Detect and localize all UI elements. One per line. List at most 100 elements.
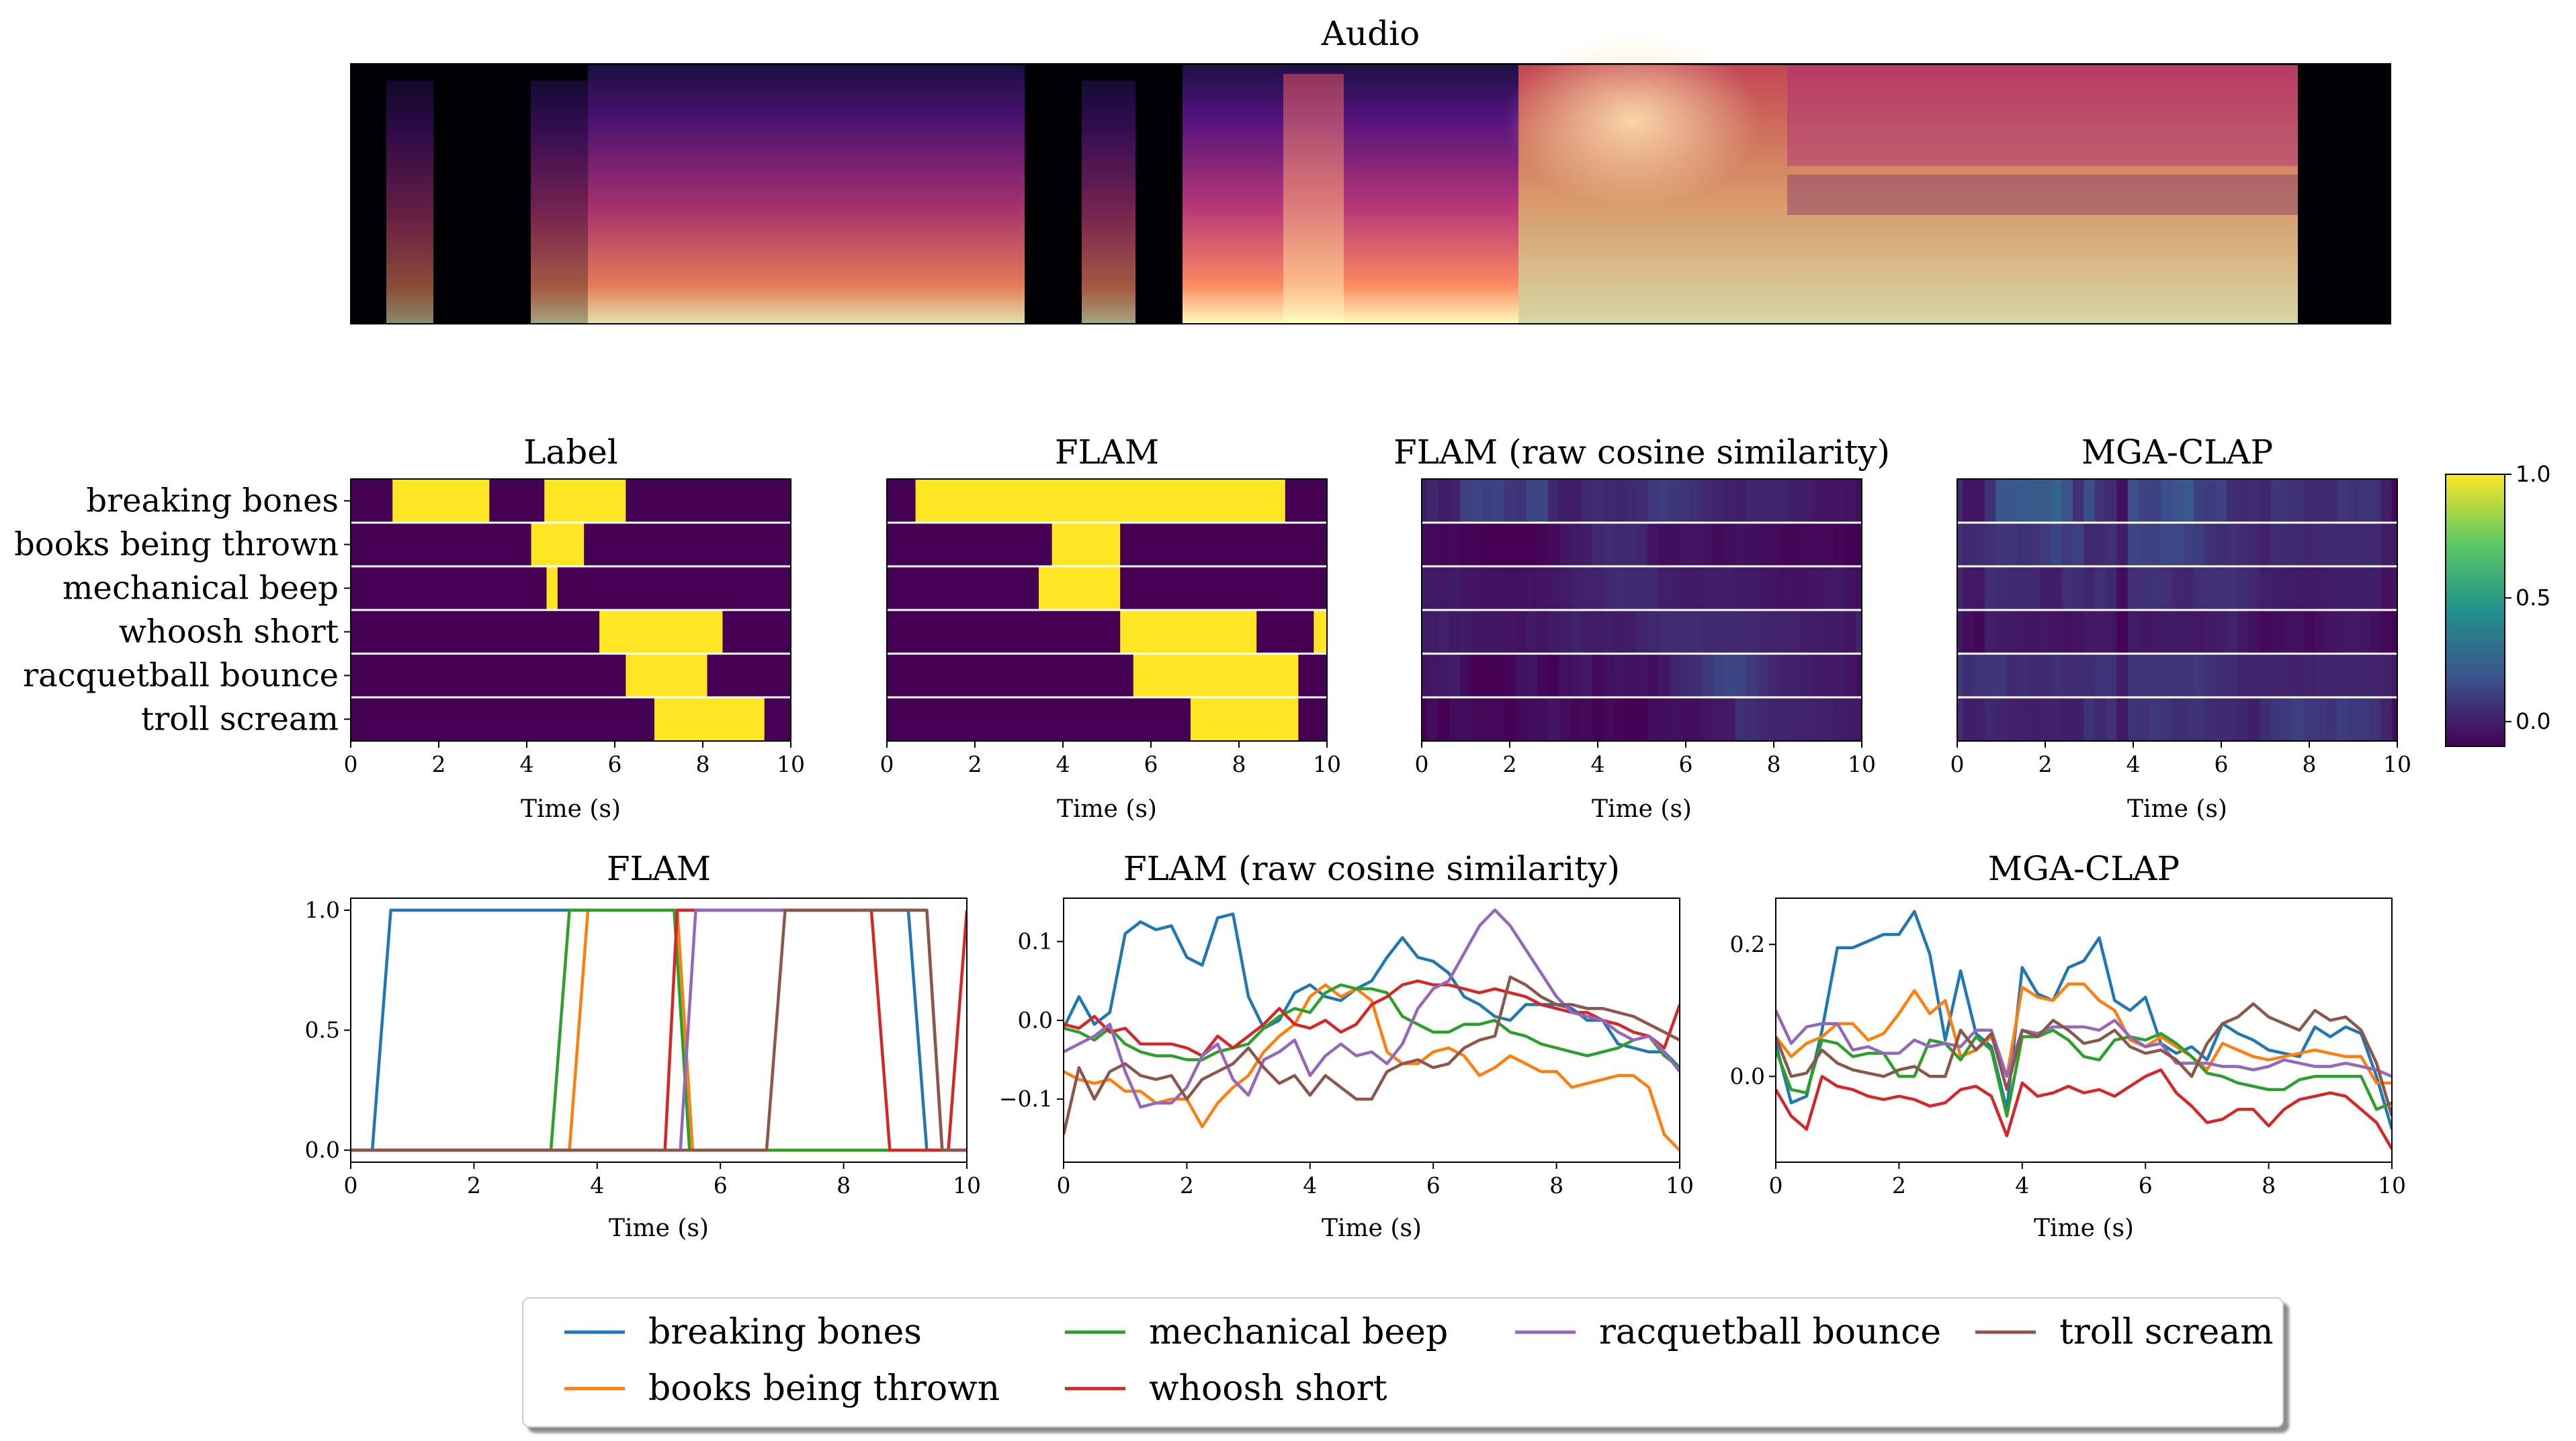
heatmap-cell [2370,654,2382,697]
heatmap-cell [2172,654,2184,697]
heatmap-cell [1691,523,1703,566]
heatmap-cell [1471,654,1483,697]
heatmap-flam-raw-cosine-similarity: FLAM (raw cosine similarity) 0 2 4 6 8 10 Time … [1393,433,1890,823]
x-axis-label: Time (s) [1322,1215,1422,1242]
heatmap-cell [1614,479,1626,523]
x-tick-label: 2 [1180,1172,1194,1198]
heatmap-cell [2106,479,2118,523]
heatmap-cell [1449,566,1461,610]
heatmap-cell [2348,610,2360,654]
heatmap-cell [2094,566,2106,610]
heatmap-cell [1984,523,1997,566]
heatmap-cell [2051,697,2063,741]
heatmap-cell [1658,654,1670,697]
heatmap-cell [1973,697,1985,741]
heatmap-cell [1427,654,1439,697]
row-label-troll-scream: troll scream [141,701,339,738]
heatmap-cell [1471,523,1483,566]
heatmap-cell [2227,523,2239,566]
heatmap-cell [2325,523,2337,566]
heatmap-cell [2260,566,2272,610]
legend-label: racquetball bounce [1599,1312,1941,1352]
heatmap-cell [1757,610,1769,654]
y-tick-label: 0.0 [1018,1007,1053,1033]
heatmap-cell [2227,566,2239,610]
heatmap-cell [2182,479,2194,523]
heatmap-cell [1460,610,1472,654]
heatmap-cell [2248,523,2261,566]
heatmap-cell [1482,523,1494,566]
heatmap-cell [1823,697,1835,741]
heatmap-cell [1570,566,1582,610]
x-tick-label: 6 [1426,1172,1441,1198]
heatmap-cell [1636,697,1648,741]
heatmap-cell [1834,523,1846,566]
heatmap-cell [2282,566,2294,610]
heatmap-cell [2325,654,2337,697]
heatmap-cell [2194,697,2206,741]
heatmap-cell [1963,697,1975,741]
heatmap-cell [2061,697,2073,741]
x-tick-label: 4 [2015,1172,2029,1198]
heatmap-active-cell [1133,654,1299,697]
heatmap-cell [1735,566,1747,610]
heatmap-cell [1581,697,1593,741]
heatmap-cell [1735,523,1747,566]
heatmap-cell [2380,697,2393,741]
heatmap-cell [2380,523,2393,566]
heatmap-cell [1669,610,1681,654]
heatmap-cell [2227,654,2239,697]
heatmap-cell [1460,654,1472,697]
x-tick-label: 6 [1679,751,1693,777]
x-tick-label: 6 [1144,751,1158,777]
heatmap-cell [1680,479,1692,523]
heatmap-cell [1614,654,1626,697]
heatmap-cell [2292,523,2305,566]
heatmap-cell [1493,566,1505,610]
heatmap-cell [2358,610,2370,654]
heatmap-cell [2061,566,2073,610]
x-tick-label: 10 [2378,1172,2406,1198]
heatmap-cell [1636,654,1648,697]
x-axis-label: Time (s) [2127,795,2227,823]
heatmap-cell [1515,479,1527,523]
heatmap-cell [2260,479,2272,523]
x-axis-label: Time (s) [521,795,621,823]
heatmap-cell [1779,479,1791,523]
line-chart-flam-raw-cosine-similarity: FLAM (raw cosine similarity) 0 2 4 6 8 10 −0.1 0… [999,849,1694,1242]
heatmap-cell [2303,610,2315,654]
heatmap-cell [1603,479,1615,523]
x-tick-label: 0 [344,751,358,777]
heatmap-cell [1724,479,1736,523]
heatmap-cell [1746,654,1758,697]
heatmap-cell [2370,610,2382,654]
heatmap-cell [1658,479,1670,523]
legend-label: breaking bones [648,1312,922,1352]
series-line-racquetball-bounce [1064,908,1680,1109]
heatmap-cell [2028,479,2041,523]
heatmap-cell [1757,566,1769,610]
heatmap-cell [1526,479,1538,523]
heatmap-cell [2018,523,2030,566]
heatmap-cell [1963,610,1975,654]
heatmap-cell [2325,610,2337,654]
heatmap-cell [1647,479,1659,523]
heatmap-cell [2051,654,2063,697]
heatmap-cell [2160,523,2173,566]
heatmap-cell [2292,566,2305,610]
heatmap-cell [1427,479,1439,523]
x-tick-label: 2 [467,1172,481,1198]
heatmap-cell [1658,566,1670,610]
heatmap-cell [1548,479,1560,523]
heatmap-cell [1812,610,1824,654]
heatmap-cell [1957,654,1963,697]
heatmap-cell [2270,479,2282,523]
series-line-troll-scream [1776,1002,2392,1117]
heatmap-cell [1427,610,1439,654]
heatmap-cell [2227,479,2239,523]
heatmap-cell [2237,654,2249,697]
heatmap-cell [2149,566,2161,610]
x-tick-label: 4 [2127,751,2141,777]
x-tick-label: 0 [1415,751,1429,777]
heatmap-cell [2028,523,2041,566]
